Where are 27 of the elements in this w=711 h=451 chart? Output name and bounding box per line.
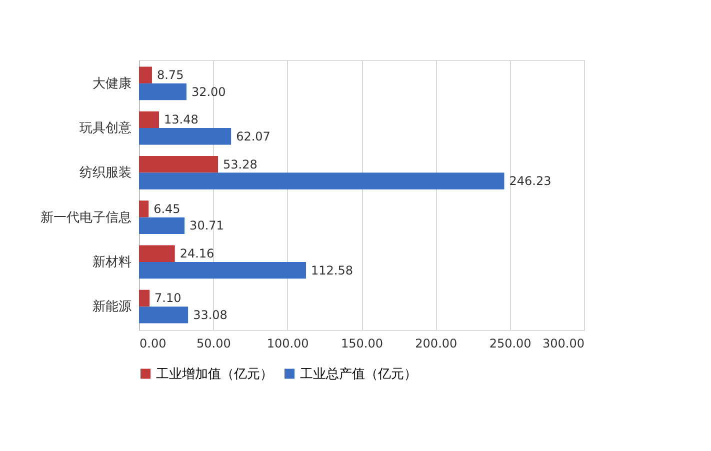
data-label: 62.07 [236,129,270,144]
y-tick-label: 纺织服装 [80,166,132,181]
x-tick-label: 250.00 [489,336,532,350]
x-tick-label: 0.00 [140,336,166,350]
y-tick-label: 新一代电子信息 [40,210,132,226]
y-tick-label: 大健康 [92,76,132,92]
data-label: 112.58 [310,263,353,278]
data-label: 32.00 [191,84,226,99]
x-tick-label: 300.00 [542,336,584,350]
data-label: 24.16 [180,246,214,261]
data-label: 8.75 [156,68,184,82]
data-label: 246.23 [509,174,552,188]
y-tick-label: 新能源 [92,300,132,315]
data-label: 13.48 [164,112,198,127]
data-label: 53.28 [223,157,258,172]
legend-label: 工业总产值（亿元） [300,366,417,382]
data-label: 33.08 [193,308,228,322]
x-tick-label: 100.00 [266,336,309,350]
x-tick-label: 200.00 [415,336,458,350]
legend-label: 工业增加值（亿元） [156,366,273,382]
data-label: 7.10 [154,291,182,306]
y-tick-label: 新材料 [92,254,132,270]
data-label: 30.71 [190,218,224,233]
y-tick-label: 玩具创意 [80,121,132,136]
x-tick-label: 50.00 [196,336,231,350]
x-tick-label: 150.00 [341,336,383,350]
data-label: 6.45 [154,202,180,216]
